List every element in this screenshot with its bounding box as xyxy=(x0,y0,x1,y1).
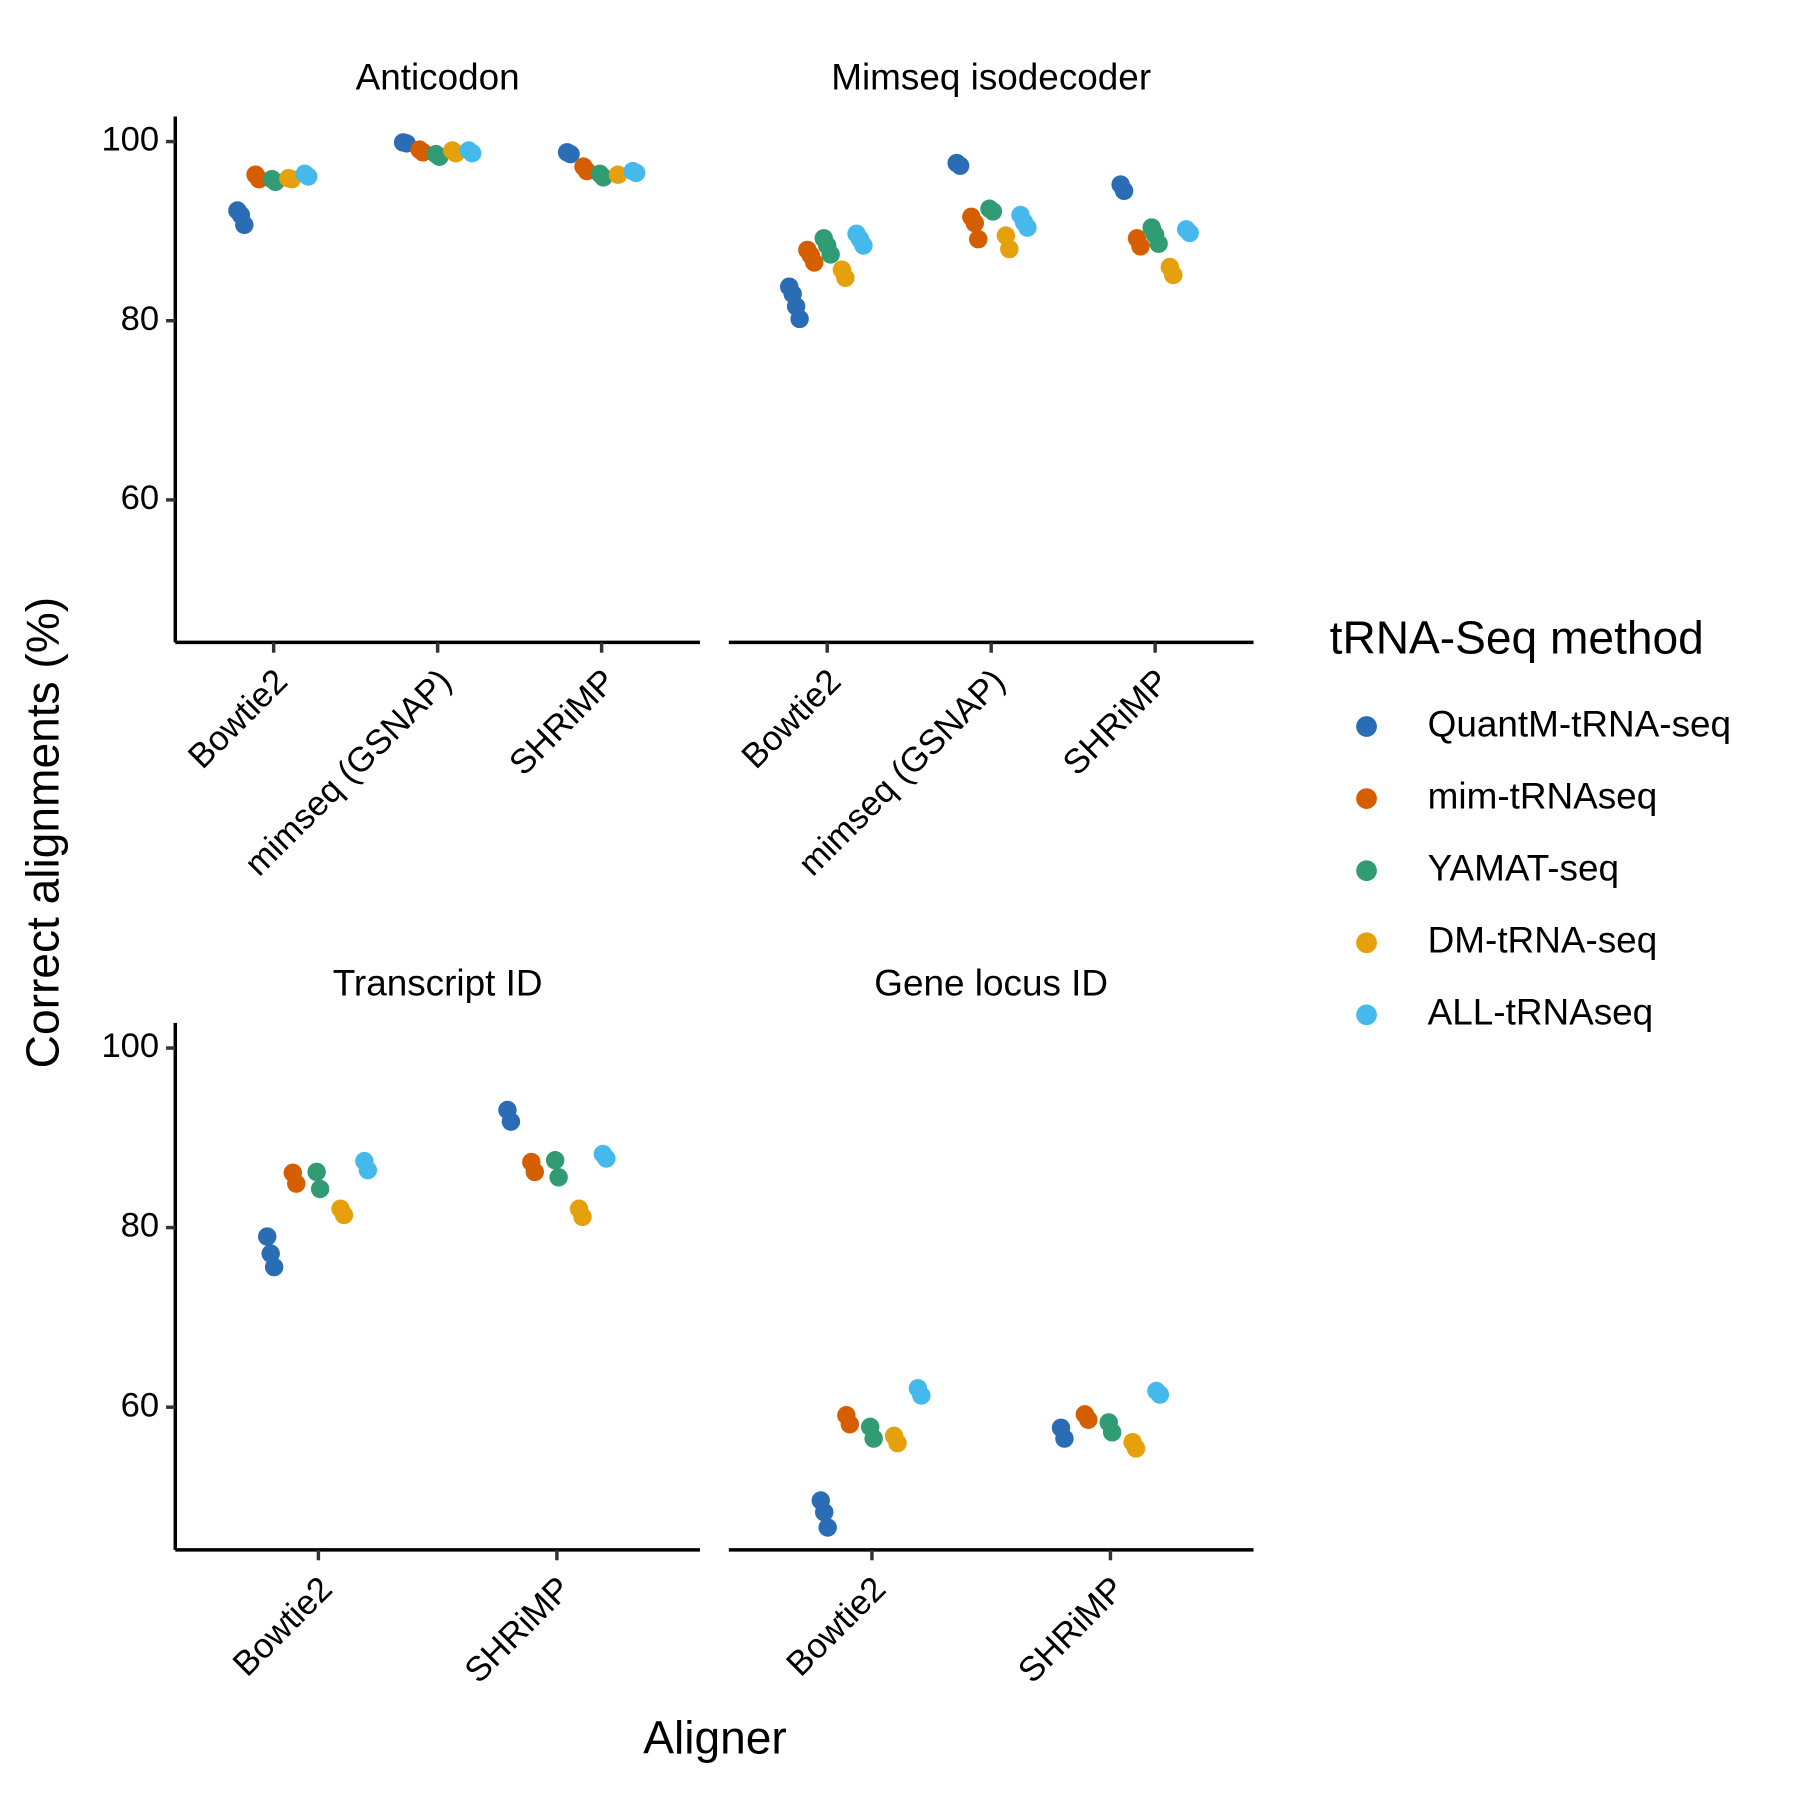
data-point xyxy=(334,1205,354,1225)
data-point xyxy=(597,1149,616,1168)
data-point xyxy=(815,1502,834,1522)
data-point xyxy=(1055,1429,1074,1448)
data-point xyxy=(594,168,613,187)
data-point xyxy=(790,309,809,329)
x-tick-label: Bowtie2 xyxy=(226,1570,340,1684)
data-point xyxy=(1150,1385,1170,1404)
data-point xyxy=(1018,218,1037,237)
x-tick-label: SHRiMP xyxy=(502,662,623,783)
y-tick-label: 80 xyxy=(121,300,159,338)
y-axis-title: Correct alignments (%) xyxy=(16,597,68,1068)
panel-title: Mimseq isodecoder xyxy=(831,56,1151,97)
legend-label: DM-tRNA-seq xyxy=(1428,919,1658,960)
data-point xyxy=(864,1429,883,1448)
y-tick-label: 100 xyxy=(101,121,159,159)
data-point xyxy=(249,169,269,189)
data-point xyxy=(525,1162,544,1182)
data-point xyxy=(1102,1423,1122,1442)
x-tick-label: SHRiMP xyxy=(458,1570,579,1691)
data-point xyxy=(1149,234,1168,253)
y-tick-label: 80 xyxy=(121,1207,159,1245)
legend-key xyxy=(1356,716,1377,737)
data-point xyxy=(287,1174,306,1193)
data-point xyxy=(258,1227,277,1246)
legend-label: QuantM-tRNA-seq xyxy=(1428,703,1731,744)
x-tick-label: Bowtie2 xyxy=(779,1570,893,1684)
legend-label: YAMAT-seq xyxy=(1428,847,1619,888)
legend-label: mim-tRNAseq xyxy=(1428,775,1658,816)
data-point xyxy=(888,1433,907,1453)
data-point xyxy=(307,1162,326,1182)
data-point xyxy=(965,213,985,233)
data-point xyxy=(608,165,628,184)
legend-title: tRNA-Seq method xyxy=(1330,611,1704,663)
data-point xyxy=(310,1179,330,1199)
x-tick-label: Bowtie2 xyxy=(735,662,849,776)
data-point xyxy=(235,215,254,235)
data-point xyxy=(1000,239,1019,259)
data-point xyxy=(298,167,318,186)
legend-key xyxy=(1356,860,1377,882)
panel-title: Gene locus ID xyxy=(874,963,1108,1004)
data-point xyxy=(969,229,988,249)
data-point xyxy=(626,163,646,183)
data-point xyxy=(805,253,824,272)
data-point xyxy=(1126,1439,1146,1458)
y-tick-label: 60 xyxy=(121,1386,159,1424)
data-point xyxy=(358,1160,378,1180)
data-point xyxy=(840,1414,860,1434)
y-tick-label: 100 xyxy=(101,1027,159,1065)
data-point xyxy=(545,1151,565,1170)
legend-label: ALL-tRNAseq xyxy=(1428,992,1654,1033)
y-tick-label: 60 xyxy=(121,479,159,517)
panel-title: Transcript ID xyxy=(333,963,543,1004)
legend-key xyxy=(1356,1004,1377,1026)
data-point xyxy=(1131,237,1150,256)
x-tick-label: SHRiMP xyxy=(1011,1570,1132,1691)
data-point xyxy=(836,268,855,287)
data-point xyxy=(549,1168,568,1187)
data-point xyxy=(264,1257,284,1277)
data-point xyxy=(1079,1410,1098,1429)
data-point xyxy=(818,1518,837,1537)
data-point xyxy=(561,144,580,164)
data-point xyxy=(854,236,873,255)
data-point xyxy=(462,143,482,163)
data-point xyxy=(983,202,1003,221)
data-point xyxy=(950,156,970,175)
data-point xyxy=(912,1386,931,1405)
panel-title: Anticodon xyxy=(356,56,520,97)
data-point xyxy=(501,1112,521,1131)
x-tick-label: SHRiMP xyxy=(1056,662,1177,783)
data-point xyxy=(1180,223,1199,243)
legend-key xyxy=(1356,788,1377,809)
data-point xyxy=(573,1207,592,1227)
x-tick-label: Bowtie2 xyxy=(181,662,295,776)
data-point xyxy=(1164,265,1183,285)
legend-key xyxy=(1356,932,1377,954)
data-point xyxy=(1114,181,1134,201)
x-axis-title: Aligner xyxy=(643,1712,787,1764)
data-point xyxy=(821,245,840,264)
